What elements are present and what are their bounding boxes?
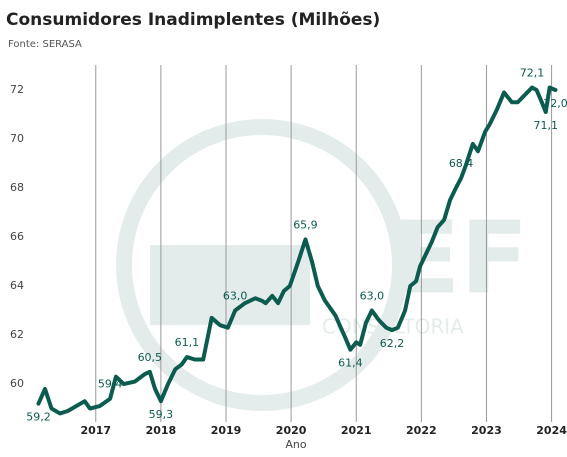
y-tick-label: 68 bbox=[10, 181, 24, 194]
y-tick-label: 60 bbox=[10, 377, 24, 390]
value-label: 65,9 bbox=[293, 218, 318, 231]
chart-title: Consumidores Inadimplentes (Milhões) bbox=[6, 10, 380, 30]
value-label: 63,0 bbox=[360, 290, 385, 303]
y-tick-label: 62 bbox=[10, 328, 24, 341]
watermark-circle bbox=[116, 119, 408, 411]
value-label: 61,4 bbox=[338, 357, 363, 370]
x-tick-label: 2023 bbox=[471, 424, 502, 437]
x-tick-label: 2024 bbox=[536, 424, 567, 437]
value-label: 68,4 bbox=[449, 157, 474, 170]
value-label: 72,0 bbox=[543, 97, 567, 110]
value-label: 59,4 bbox=[98, 378, 123, 391]
value-label: 60,5 bbox=[138, 351, 163, 364]
x-axis-label: Ano bbox=[285, 438, 306, 451]
x-tick-label: 2021 bbox=[341, 424, 372, 437]
value-label: 71,1 bbox=[533, 119, 558, 132]
watermark: EF CONSULTORIA bbox=[116, 119, 529, 411]
y-tick-label: 70 bbox=[10, 132, 24, 145]
x-tick-label: 2018 bbox=[146, 424, 177, 437]
chart-subtitle: Fonte: SERASA bbox=[8, 39, 82, 50]
x-tick-label: 2017 bbox=[80, 424, 111, 437]
value-label: 72,1 bbox=[520, 67, 545, 80]
watermark-logo: EF bbox=[392, 199, 529, 316]
y-tick-label: 64 bbox=[10, 279, 24, 292]
value-label: 63,0 bbox=[223, 290, 248, 303]
line bbox=[36, 85, 558, 416]
value-label: 62,2 bbox=[380, 337, 405, 350]
value-label: 59,2 bbox=[26, 411, 51, 424]
watermark-bars bbox=[150, 245, 310, 325]
x-tick-label: 2019 bbox=[211, 424, 242, 437]
y-tick-label: 72 bbox=[10, 83, 24, 96]
y-tick-label: 66 bbox=[10, 230, 24, 243]
x-tick-label: 2020 bbox=[276, 424, 307, 437]
value-label: 59,3 bbox=[149, 408, 174, 421]
x-tick-label: 2022 bbox=[406, 424, 437, 437]
value-label: 61,1 bbox=[175, 336, 200, 349]
